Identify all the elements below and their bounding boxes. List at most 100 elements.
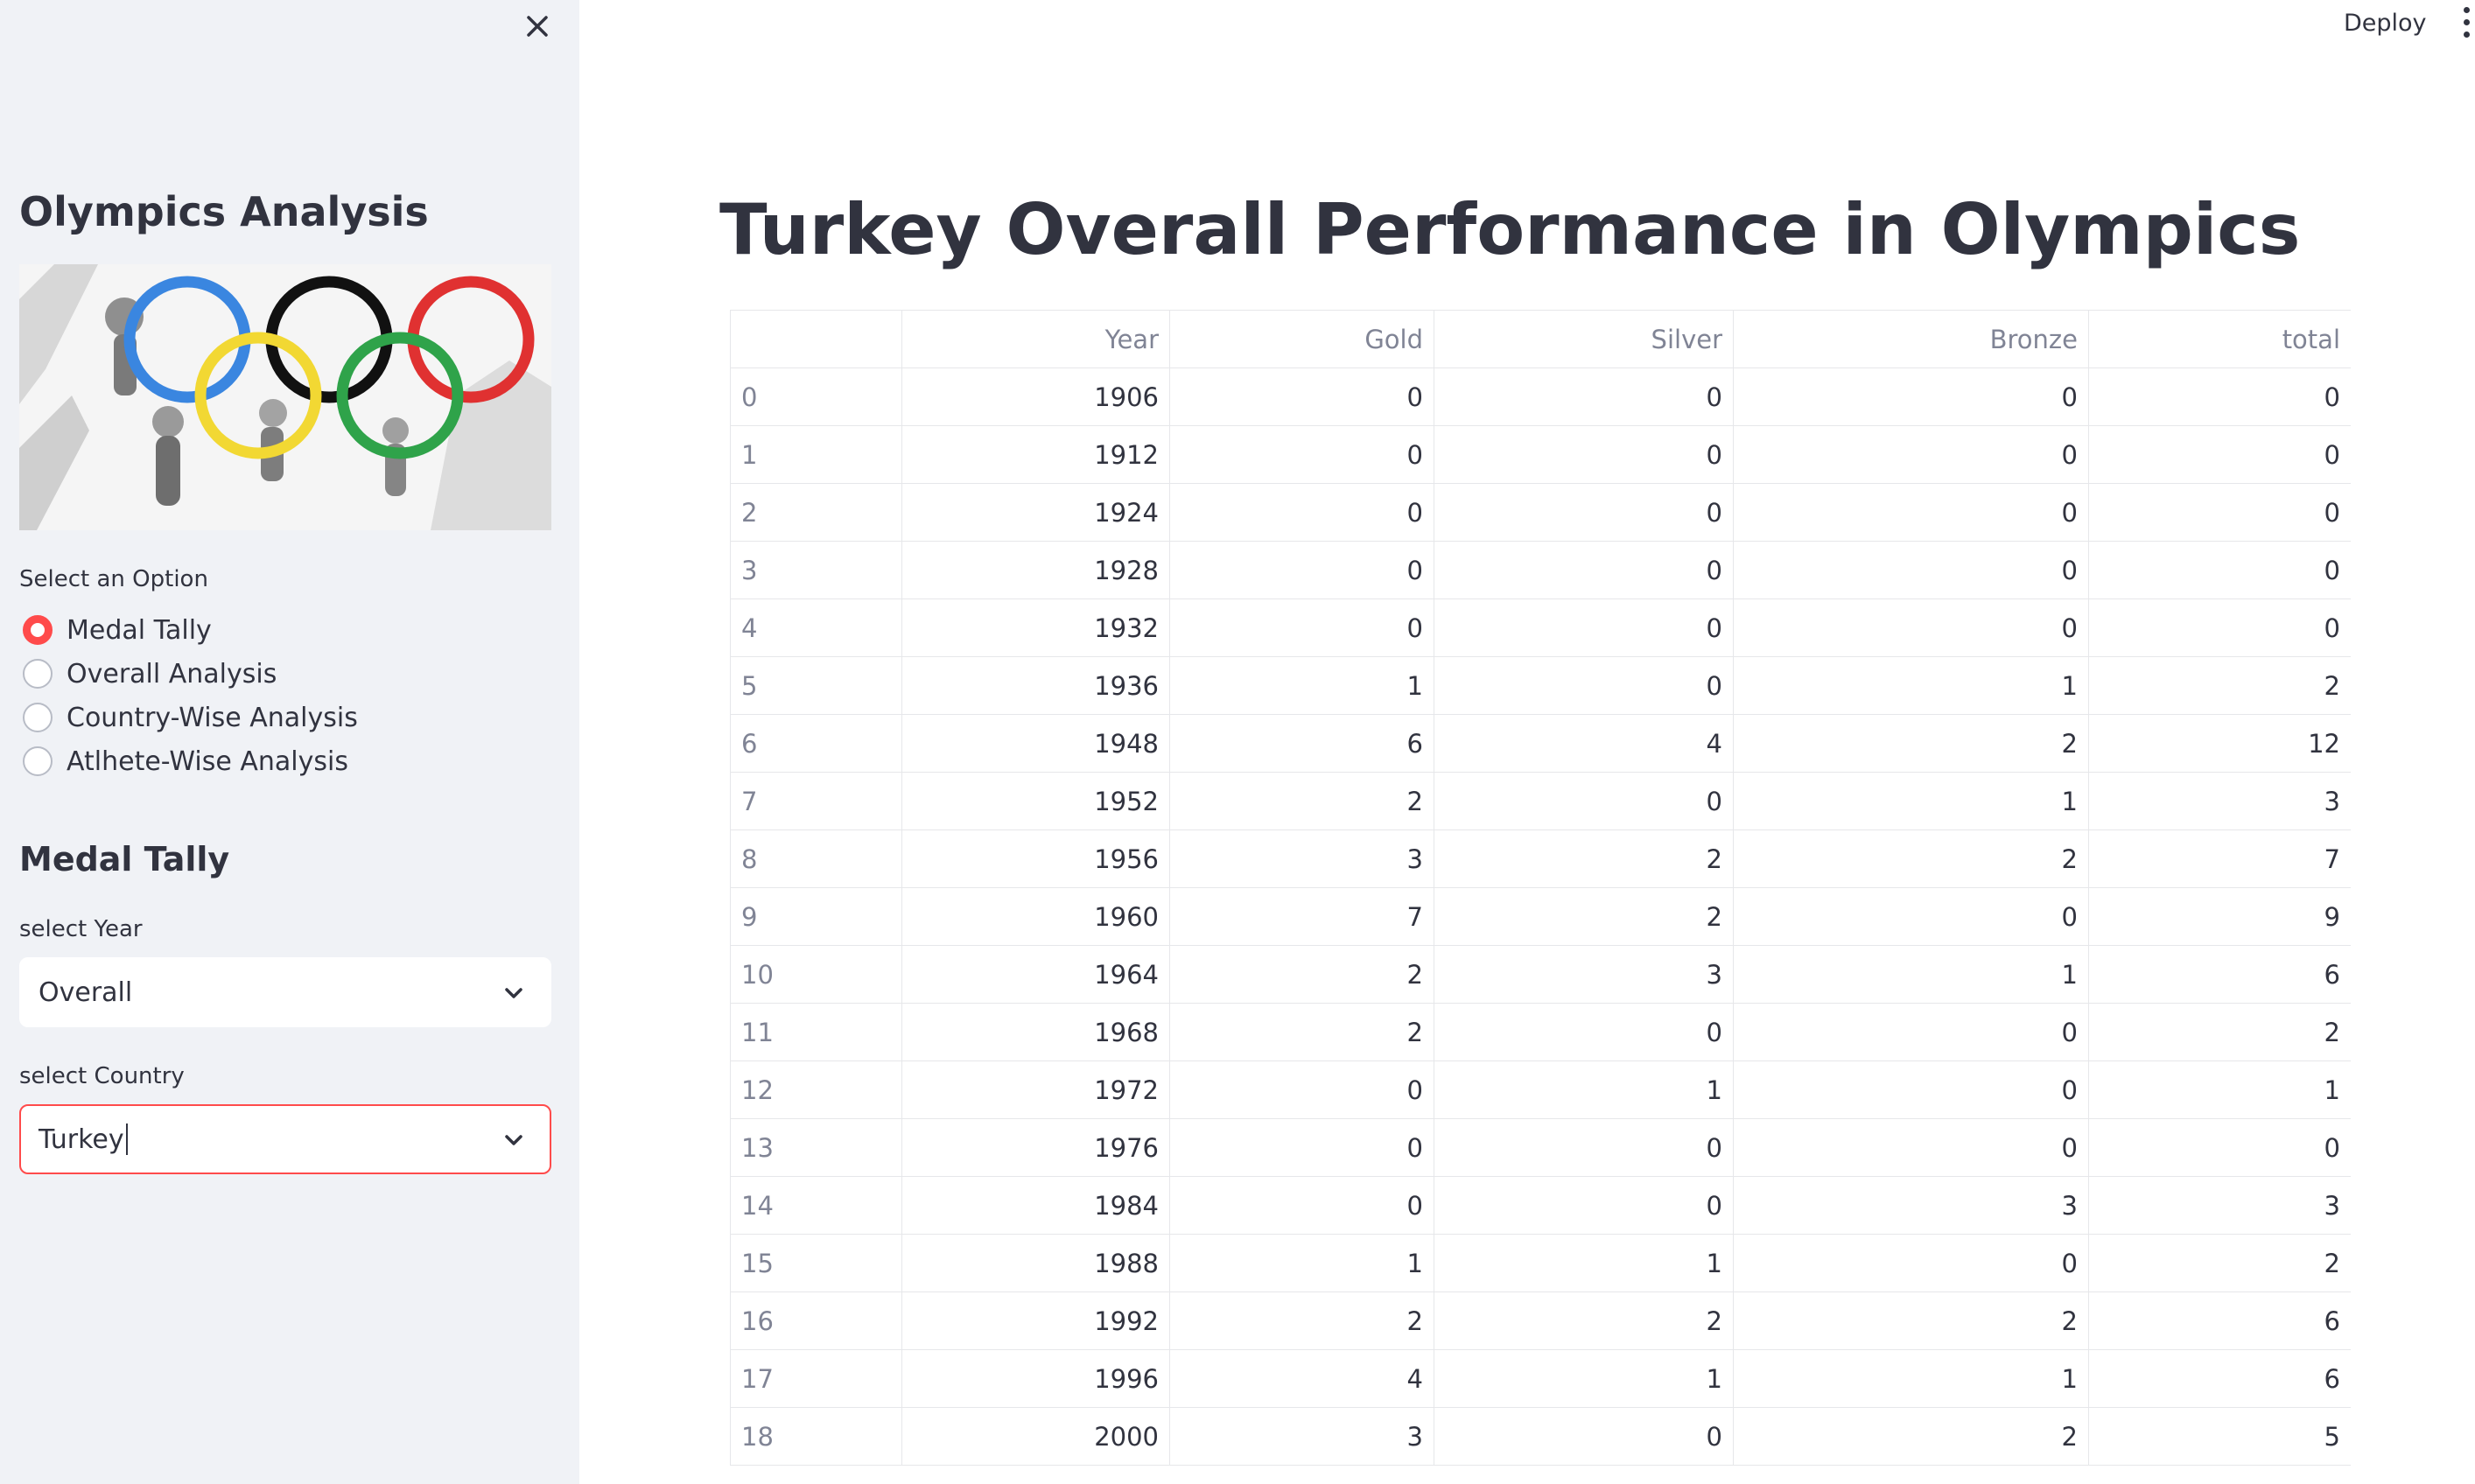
table-row[interactable]: 7 1952 2 0 1 3	[730, 772, 2351, 830]
cell-bronze[interactable]: 3	[1733, 1176, 2089, 1235]
cell-gold[interactable]: 1	[1169, 656, 1434, 715]
cell-bronze[interactable]: 0	[1733, 425, 2089, 484]
year-select[interactable]: Overall	[19, 957, 551, 1027]
cell-gold[interactable]: 7	[1169, 887, 1434, 946]
cell-total[interactable]: 6	[2088, 1349, 2351, 1408]
cell-index[interactable]: 13	[730, 1118, 902, 1177]
cell-index[interactable]: 3	[730, 541, 902, 599]
column-header-total[interactable]: total	[2088, 310, 2351, 368]
cell-total[interactable]: 3	[2088, 1176, 2351, 1235]
cell-bronze[interactable]: 0	[1733, 483, 2089, 542]
cell-index[interactable]: 16	[730, 1292, 902, 1350]
cell-index[interactable]: 18	[730, 1407, 902, 1466]
cell-index[interactable]: 1	[730, 425, 902, 484]
cell-gold[interactable]: 2	[1169, 772, 1434, 830]
cell-total[interactable]: 2	[2088, 1003, 2351, 1061]
cell-bronze[interactable]: 0	[1733, 1118, 2089, 1177]
table-row[interactable]: 16 1992 2 2 2 6	[730, 1292, 2351, 1350]
cell-index[interactable]: 17	[730, 1349, 902, 1408]
cell-gold[interactable]: 0	[1169, 368, 1434, 426]
cell-total[interactable]: 2	[2088, 1234, 2351, 1292]
table-row[interactable]: 2 1924 0 0 0 0	[730, 483, 2351, 542]
cell-total[interactable]: 6	[2088, 1292, 2351, 1350]
table-row[interactable]: 10 1964 2 3 1 6	[730, 945, 2351, 1004]
cell-year[interactable]: 1932	[901, 598, 1170, 657]
cell-gold[interactable]: 2	[1169, 945, 1434, 1004]
cell-bronze[interactable]: 1	[1733, 1349, 2089, 1408]
cell-bronze[interactable]: 1	[1733, 772, 2089, 830]
cell-year[interactable]: 1976	[901, 1118, 1170, 1177]
cell-gold[interactable]: 0	[1169, 483, 1434, 542]
cell-total[interactable]: 0	[2088, 368, 2351, 426]
cell-total[interactable]: 2	[2088, 656, 2351, 715]
cell-index[interactable]: 14	[730, 1176, 902, 1235]
cell-year[interactable]: 1928	[901, 541, 1170, 599]
cell-year[interactable]: 1992	[901, 1292, 1170, 1350]
cell-year[interactable]: 1996	[901, 1349, 1170, 1408]
table-row[interactable]: 4 1932 0 0 0 0	[730, 598, 2351, 657]
cell-silver[interactable]: 0	[1434, 1407, 1734, 1466]
cell-index[interactable]: 10	[730, 945, 902, 1004]
cell-year[interactable]: 1960	[901, 887, 1170, 946]
table-row[interactable]: 0 1906 0 0 0 0	[730, 368, 2351, 426]
cell-gold[interactable]: 6	[1169, 714, 1434, 773]
cell-bronze[interactable]: 2	[1733, 830, 2089, 888]
close-sidebar-button[interactable]	[516, 5, 558, 47]
cell-total[interactable]: 7	[2088, 830, 2351, 888]
cell-bronze[interactable]: 1	[1733, 656, 2089, 715]
table-row[interactable]: 6 1948 6 4 2 12	[730, 714, 2351, 773]
cell-total[interactable]: 0	[2088, 1118, 2351, 1177]
cell-total[interactable]: 0	[2088, 425, 2351, 484]
cell-index[interactable]: 4	[730, 598, 902, 657]
table-row[interactable]: 12 1972 0 1 0 1	[730, 1060, 2351, 1119]
cell-silver[interactable]: 0	[1434, 483, 1734, 542]
cell-index[interactable]: 2	[730, 483, 902, 542]
cell-year[interactable]: 2000	[901, 1407, 1170, 1466]
table-row[interactable]: 8 1956 3 2 2 7	[730, 830, 2351, 888]
cell-gold[interactable]: 4	[1169, 1349, 1434, 1408]
table-row[interactable]: 3 1928 0 0 0 0	[730, 541, 2351, 599]
radio-overall-analysis[interactable]: Overall Analysis	[23, 653, 277, 695]
cell-index[interactable]: 12	[730, 1060, 902, 1119]
radio-country-wise-analysis[interactable]: Country-Wise Analysis	[23, 696, 358, 738]
cell-silver[interactable]: 0	[1434, 1118, 1734, 1177]
table-row[interactable]: 14 1984 0 0 3 3	[730, 1176, 2351, 1235]
cell-total[interactable]: 12	[2088, 714, 2351, 773]
cell-year[interactable]: 1948	[901, 714, 1170, 773]
cell-silver[interactable]: 0	[1434, 772, 1734, 830]
radio-medal-tally[interactable]: Medal Tally	[23, 609, 212, 651]
cell-silver[interactable]: 0	[1434, 368, 1734, 426]
cell-index[interactable]: 0	[730, 368, 902, 426]
column-header-gold[interactable]: Gold	[1169, 310, 1434, 368]
cell-gold[interactable]: 3	[1169, 1407, 1434, 1466]
cell-index[interactable]: 5	[730, 656, 902, 715]
cell-total[interactable]: 1	[2088, 1060, 2351, 1119]
column-header-silver[interactable]: Silver	[1434, 310, 1734, 368]
radio-athlete-wise-analysis[interactable]: Atlhete-Wise Analysis	[23, 740, 348, 782]
cell-year[interactable]: 1988	[901, 1234, 1170, 1292]
country-select[interactable]: Turkey	[19, 1104, 551, 1174]
cell-gold[interactable]: 0	[1169, 541, 1434, 599]
cell-bronze[interactable]: 0	[1733, 368, 2089, 426]
cell-year[interactable]: 1968	[901, 1003, 1170, 1061]
cell-bronze[interactable]: 0	[1733, 1003, 2089, 1061]
cell-index[interactable]: 6	[730, 714, 902, 773]
cell-gold[interactable]: 0	[1169, 425, 1434, 484]
cell-gold[interactable]: 2	[1169, 1003, 1434, 1061]
cell-index[interactable]: 11	[730, 1003, 902, 1061]
table-row[interactable]: 5 1936 1 0 1 2	[730, 656, 2351, 715]
cell-year[interactable]: 1936	[901, 656, 1170, 715]
main-menu-button[interactable]	[2461, 7, 2475, 44]
cell-index[interactable]: 7	[730, 772, 902, 830]
cell-bronze[interactable]: 0	[1733, 541, 2089, 599]
cell-total[interactable]: 5	[2088, 1407, 2351, 1466]
cell-year[interactable]: 1924	[901, 483, 1170, 542]
cell-index[interactable]: 15	[730, 1234, 902, 1292]
cell-silver[interactable]: 0	[1434, 1003, 1734, 1061]
cell-year[interactable]: 1972	[901, 1060, 1170, 1119]
cell-total[interactable]: 3	[2088, 772, 2351, 830]
cell-silver[interactable]: 0	[1434, 598, 1734, 657]
cell-total[interactable]: 0	[2088, 541, 2351, 599]
cell-year[interactable]: 1912	[901, 425, 1170, 484]
cell-index[interactable]: 9	[730, 887, 902, 946]
